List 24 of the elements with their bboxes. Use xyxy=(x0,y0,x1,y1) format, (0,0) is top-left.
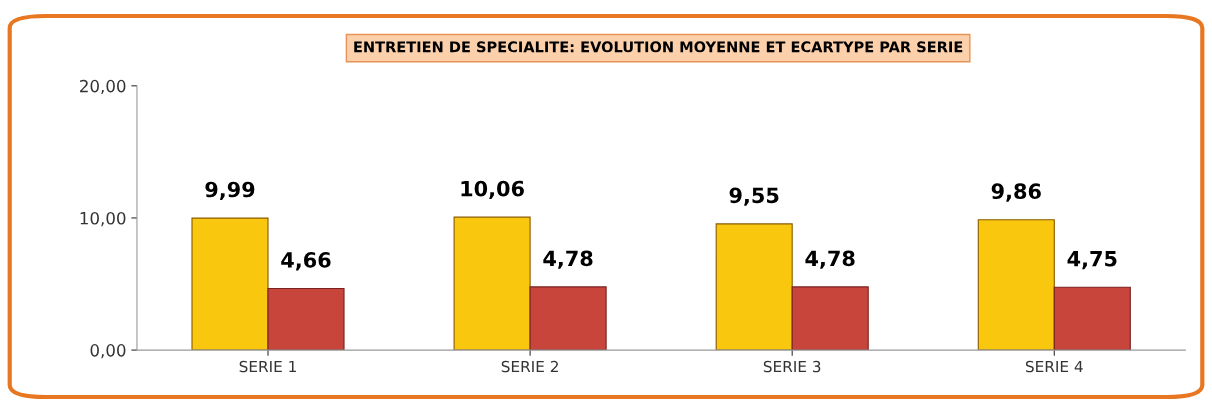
bar xyxy=(977,219,1055,351)
data-label: 4,78 xyxy=(805,250,855,269)
x-tick-label: SERIE 2 xyxy=(501,360,558,373)
data-label: 10,06 xyxy=(461,180,524,200)
x-tick-label: SERIE 4 xyxy=(1025,360,1083,373)
data-label: 9,86 xyxy=(991,183,1041,202)
chart-title: ENTRETIEN DE SPECIALITE: EVOLUTION MOYENNE ET ECARTYPE PAR SERIE xyxy=(354,41,963,53)
data-label: 4,75 xyxy=(1067,251,1117,270)
x-tick-label: SERIE 1 xyxy=(239,360,296,373)
y-tick-label: 10,00 xyxy=(80,211,126,227)
data-label: 4,78 xyxy=(543,250,593,269)
y-tick-label: 0,00 xyxy=(90,344,126,359)
x-tick-label: SERIE 3 xyxy=(763,360,821,373)
bar xyxy=(1053,286,1131,351)
data-label: 9,99 xyxy=(205,181,255,201)
bar xyxy=(791,286,869,351)
data-label: 4,66 xyxy=(281,252,331,271)
y-tick-label: 20,00 xyxy=(80,79,126,95)
bar xyxy=(191,217,269,351)
bar xyxy=(715,223,793,351)
bar xyxy=(529,286,607,351)
data-label: 9,55 xyxy=(729,187,779,206)
bar xyxy=(267,287,345,351)
bar xyxy=(453,216,531,351)
